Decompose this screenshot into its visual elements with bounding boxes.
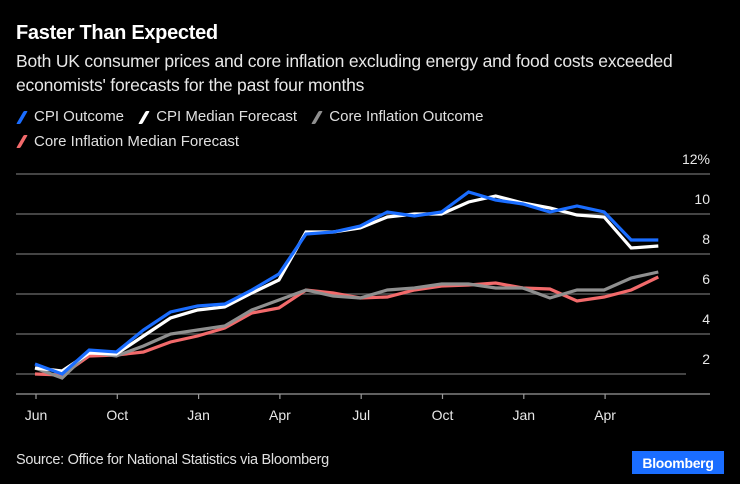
x-tick-label: Apr	[594, 407, 616, 423]
x-tick-label: Jan	[513, 407, 536, 423]
legend-label: CPI Median Forecast	[156, 108, 298, 125]
series-line-core-inflation-outcome	[34, 270, 659, 380]
x-tick-label: Oct	[432, 407, 454, 423]
series-line-cpi-median-forecast	[34, 194, 659, 373]
x-tick-label: Oct	[106, 407, 128, 423]
x-tick-label: Jul	[352, 407, 370, 423]
legend-label: CPI Outcome	[34, 108, 125, 125]
series-line-core-inflation-median-forecast	[34, 275, 659, 377]
bloomberg-logo: Bloomberg	[632, 451, 724, 474]
x-tick-label: Jun	[25, 407, 48, 423]
legend: CPI Outcome CPI Median Forecast Core Inf…	[16, 106, 716, 155]
gridlines	[16, 173, 710, 375]
y-axis-labels: 2 4 6 8 10 12%	[682, 151, 710, 367]
x-tick-label: Jan	[187, 407, 210, 423]
source-note: Source: Office for National Statistics v…	[16, 452, 329, 468]
y-tick-label: 10	[694, 191, 710, 207]
legend-item-core-inflation-outcome: Core Inflation Outcome	[311, 106, 484, 128]
y-tick-label: 8	[702, 231, 710, 247]
chart-subtitle: Both UK consumer prices and core inflati…	[16, 51, 673, 95]
legend-label: Core Inflation Outcome	[329, 108, 484, 125]
series-lines	[34, 190, 659, 380]
chart-title: Faster Than Expected	[16, 22, 218, 44]
legend-item-cpi-outcome: CPI Outcome	[16, 106, 124, 128]
legend-item-cpi-median-forecast: CPI Median Forecast	[138, 106, 297, 128]
y-tick-label: 4	[702, 311, 710, 327]
x-axis: Jun Oct Jan Apr Jul Oct Jan Apr	[16, 393, 710, 423]
x-tick-label: Apr	[269, 407, 291, 423]
y-tick-label: 12%	[682, 151, 710, 167]
series-line-cpi-outcome	[34, 190, 659, 376]
legend-item-core-inflation-median-forecast: Core Inflation Median Forecast	[16, 131, 239, 153]
y-tick-label: 6	[702, 271, 710, 287]
y-tick-label: 2	[702, 351, 710, 367]
legend-label: Core Inflation Median Forecast	[34, 132, 240, 150]
